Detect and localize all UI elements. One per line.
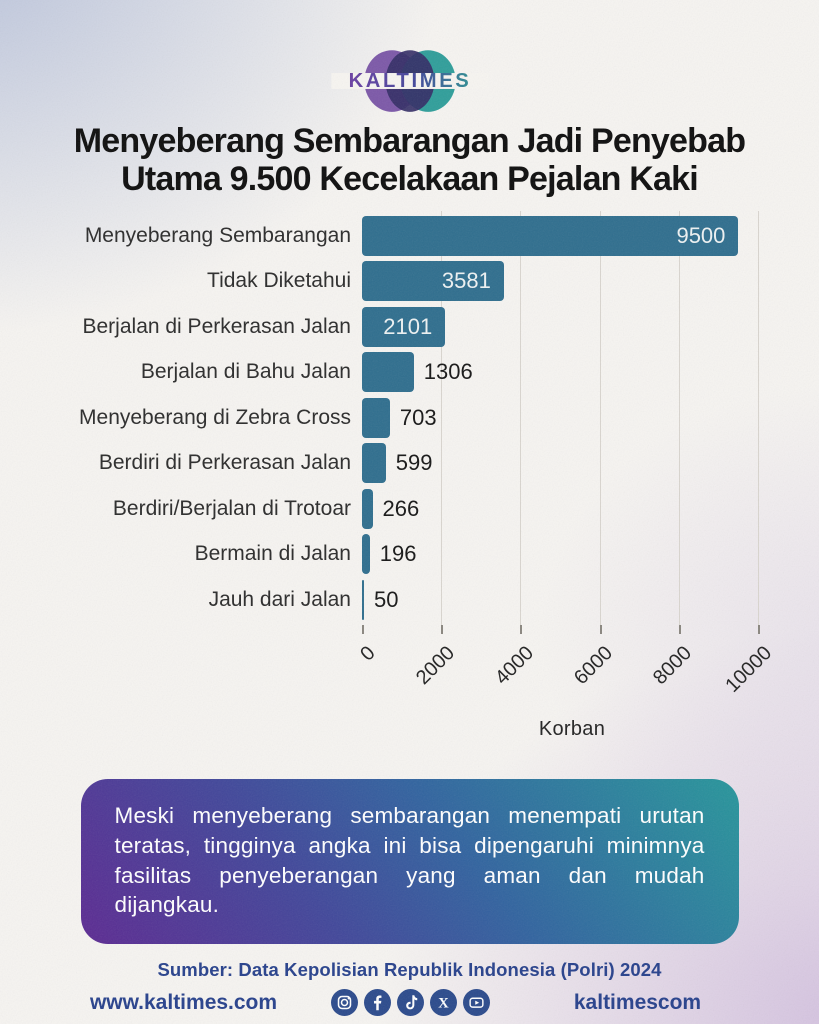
axis-tick [441, 624, 444, 634]
chart-rows: Menyeberang Sembarangan 9500 Tidak Diketah… [28, 213, 788, 623]
youtube-icon [463, 989, 490, 1017]
bar: 2101 [362, 306, 446, 347]
footer-bar: www.kaltimes.com X [36, 989, 785, 1017]
value-label: 2101 [383, 313, 433, 339]
value-label: 196 [379, 541, 417, 567]
tiktok-icon [397, 989, 424, 1017]
title-line-2: Utama 9.500 Kecelakaan Pejalan Kaki [121, 160, 699, 199]
callout-text: Meski menyeberang sembarangan menempati … [114, 803, 705, 918]
value-label: 1306 [423, 359, 473, 385]
bar-row: Bermain di Jalan 196 [28, 531, 788, 577]
bar-track: 9500 [362, 215, 782, 256]
category-label: Berjalan di Bahu Jalan [140, 360, 351, 384]
globe-logo-icon: KALTIMES [330, 50, 489, 112]
bar-track: 703 [362, 397, 782, 438]
bar-track: 196 [362, 534, 782, 575]
bar-chart: Menyeberang Sembarangan 9500 Tidak Diketah… [28, 210, 788, 742]
bar [362, 488, 373, 529]
bar [362, 534, 370, 575]
bar-track: 50 [362, 579, 782, 620]
bar [362, 397, 390, 438]
svg-text:X: X [438, 996, 449, 1012]
value-label: 599 [395, 450, 433, 476]
category-label: Berjalan di Perkerasan Jalan [82, 314, 352, 338]
bar-track: 2101 [362, 306, 782, 347]
title-line-1: Menyeberang Sembarangan Jadi Penyebab [73, 122, 746, 160]
social-icons: X [331, 989, 490, 1017]
bar: 9500 [362, 215, 739, 256]
bar-track: 599 [362, 443, 782, 484]
value-label: 703 [399, 404, 437, 430]
bar-row: Jauh dari Jalan 50 [28, 577, 788, 623]
bar-row: Menyeberang di Zebra Cross 703 [28, 395, 788, 441]
value-label: 9500 [676, 222, 726, 248]
category-label: Menyeberang di Zebra Cross [79, 405, 351, 429]
category-label: Tidak Diketahui [207, 269, 351, 293]
category-label: Bermain di Jalan [194, 542, 351, 566]
value-label: 266 [382, 495, 420, 521]
bar: 3581 [362, 261, 504, 302]
website-url: www.kaltimes.com [89, 990, 278, 1014]
bar [362, 352, 414, 393]
bar-track: 266 [362, 488, 782, 529]
category-label: Berdiri di Perkerasan Jalan [98, 451, 351, 475]
category-label: Menyeberang Sembarangan [84, 223, 351, 247]
x-axis: 0 2000 4000 6000 8000 10000 [356, 624, 782, 711]
instagram-icon [331, 989, 358, 1017]
bar [362, 443, 386, 484]
axis-tick [678, 624, 681, 634]
bar-row: Berjalan di Perkerasan Jalan 2101 [28, 304, 788, 350]
bar-row: Berjalan di Bahu Jalan 1306 [28, 349, 788, 395]
callout-box: Meski menyeberang sembarangan menempati … [80, 779, 739, 945]
bar-row: Menyeberang Sembarangan 9500 [28, 213, 788, 259]
bar-row: Tidak Diketahui 3581 [28, 258, 788, 304]
axis-tick [599, 624, 602, 634]
bar-track: 1306 [362, 352, 782, 393]
page-title: Menyeberang Sembarangan Jadi Penyebab Ut… [40, 122, 780, 199]
axis-tick [758, 624, 761, 634]
category-label: Jauh dari Jalan [208, 587, 351, 611]
x-icon: X [430, 989, 457, 1017]
category-label: Berdiri/Berjalan di Trotoar [112, 496, 351, 520]
kaltimes-logo: KALTIMES [0, 0, 819, 114]
axis-tick [520, 624, 523, 634]
axis-tick [362, 624, 364, 634]
bar [362, 579, 364, 620]
bar-track: 3581 [362, 261, 782, 302]
source-note: Sumber: Data Kepolisian Republik Indones… [157, 959, 662, 981]
value-label: 50 [373, 586, 399, 612]
facebook-icon [364, 989, 391, 1017]
bar-row: Berdiri/Berjalan di Trotoar 266 [28, 486, 788, 532]
value-label: 3581 [441, 268, 491, 294]
logo-text: KALTIMES [348, 70, 471, 92]
social-handle: kaltimescom [573, 990, 702, 1014]
bar-row: Berdiri di Perkerasan Jalan 599 [28, 440, 788, 486]
